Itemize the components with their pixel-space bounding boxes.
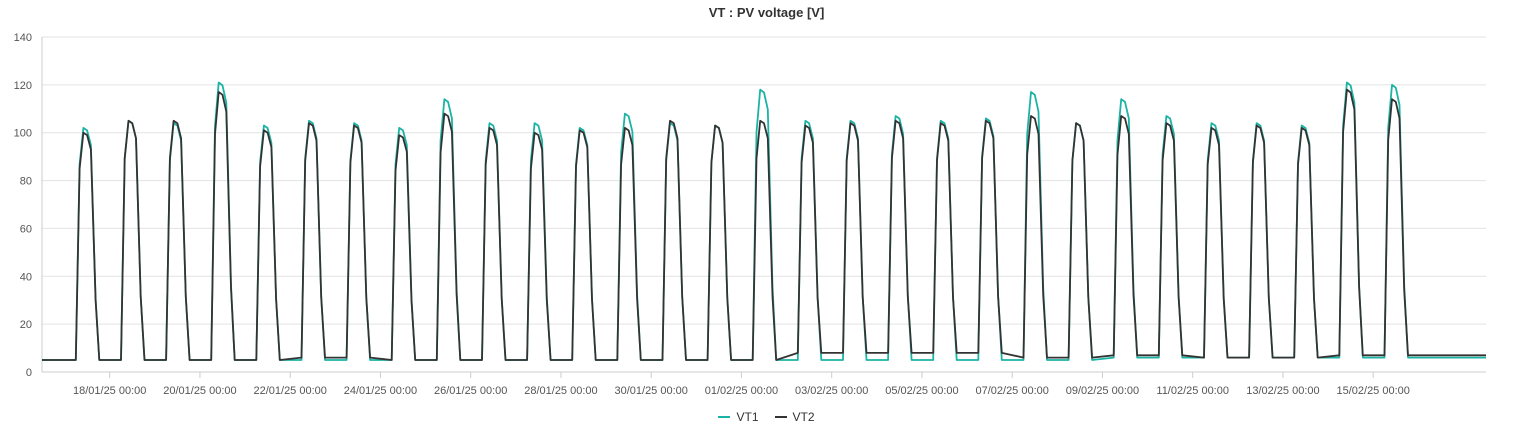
x-tick-label: 13/02/25 00:00: [1246, 385, 1319, 397]
series-line-vt2: [42, 88, 1486, 361]
legend-swatch-vt1: [718, 416, 731, 418]
x-tick-label: 18/01/25 00:00: [73, 385, 146, 397]
x-tick-label: 01/02/25 00:00: [705, 385, 778, 397]
y-tick-label: 100: [14, 128, 32, 140]
legend-item-vt1[interactable]: VT1: [718, 410, 759, 424]
legend: VT1 VT2: [0, 410, 1533, 424]
x-tick-label: 07/02/25 00:00: [975, 385, 1048, 397]
x-tick-label: 05/02/25 00:00: [885, 385, 958, 397]
x-tick-label: 03/02/25 00:00: [795, 385, 868, 397]
y-tick-label: 140: [14, 32, 32, 44]
x-tick-label: 26/01/25 00:00: [434, 385, 507, 397]
legend-swatch-vt2: [774, 416, 787, 418]
x-tick-label: 09/02/25 00:00: [1066, 385, 1139, 397]
y-tick-label: 20: [20, 319, 32, 331]
chart-title: VT : PV voltage [V]: [708, 5, 825, 20]
legend-label-vt1: VT1: [736, 410, 759, 424]
legend-label-vt2: VT2: [792, 410, 815, 424]
x-tick-label: 11/02/25 00:00: [1156, 385, 1229, 397]
y-tick-label: 80: [20, 176, 32, 188]
x-tick-label: 15/02/25 00:00: [1336, 385, 1409, 397]
x-tick-label: 30/01/25 00:00: [614, 385, 687, 397]
y-tick-label: 0: [26, 367, 32, 379]
y-tick-label: 60: [20, 223, 32, 235]
x-tick-label: 20/01/25 00:00: [163, 385, 236, 397]
x-tick-label: 28/01/25 00:00: [524, 385, 597, 397]
y-tick-label: 40: [20, 271, 32, 283]
x-tick-label: 22/01/25 00:00: [253, 385, 326, 397]
y-tick-label: 120: [14, 80, 32, 92]
legend-item-vt2[interactable]: VT2: [774, 410, 815, 424]
x-tick-label: 24/01/25 00:00: [344, 385, 417, 397]
